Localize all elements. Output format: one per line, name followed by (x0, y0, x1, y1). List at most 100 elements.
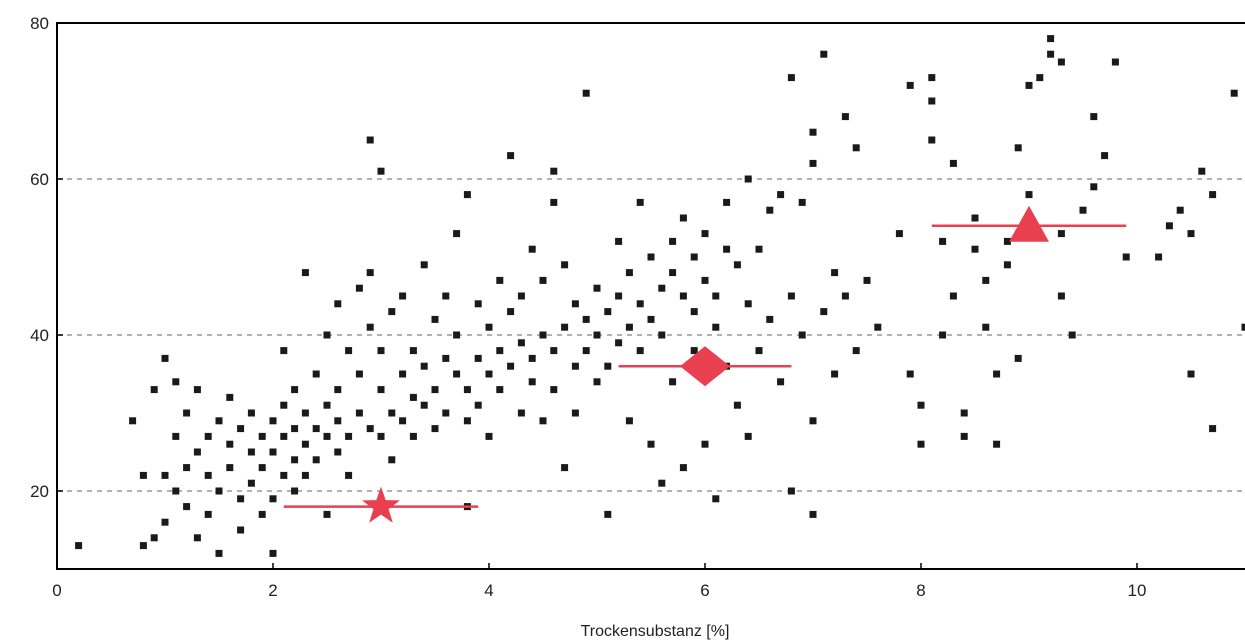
data-point (1079, 206, 1087, 214)
data-point (787, 487, 795, 495)
data-point (388, 308, 396, 316)
data-point (539, 276, 547, 284)
grid-lines (57, 178, 1245, 492)
data-point (636, 198, 644, 206)
data-point (366, 269, 374, 277)
data-point (366, 323, 374, 331)
data-point (161, 518, 169, 526)
data-point (550, 198, 558, 206)
data-point (798, 331, 806, 339)
data-point (420, 362, 428, 370)
data-point (453, 331, 461, 339)
data-point (388, 456, 396, 464)
scatter-points (75, 35, 1245, 557)
data-point (215, 417, 223, 425)
data-point (852, 144, 860, 152)
data-point (809, 128, 817, 136)
data-point (496, 386, 504, 394)
data-point (485, 323, 493, 331)
data-point (204, 510, 212, 518)
data-point (690, 347, 698, 355)
data-point (561, 464, 569, 472)
data-point (183, 503, 191, 511)
data-point (571, 409, 579, 417)
data-point (723, 245, 731, 253)
data-point (1187, 230, 1195, 238)
data-point (453, 370, 461, 378)
data-point (766, 315, 774, 323)
data-point (669, 378, 677, 386)
data-point (625, 417, 633, 425)
x-tick-label: 0 (52, 581, 61, 600)
data-point (453, 230, 461, 238)
data-point (517, 292, 525, 300)
data-point (669, 269, 677, 277)
data-point (269, 417, 277, 425)
data-point (226, 464, 234, 472)
data-point (733, 261, 741, 269)
x-axis-title: Trockensubstanz [%] (581, 623, 730, 640)
data-point (431, 386, 439, 394)
data-point (679, 292, 687, 300)
plot-frame (56, 22, 1245, 570)
data-point (258, 464, 266, 472)
data-point (280, 401, 288, 409)
data-point (831, 370, 839, 378)
data-point (539, 331, 547, 339)
data-point (777, 191, 785, 199)
data-point (1047, 35, 1055, 43)
data-point (312, 456, 320, 464)
data-point (831, 269, 839, 277)
data-point (420, 261, 428, 269)
data-point (1003, 261, 1011, 269)
data-point (345, 347, 353, 355)
data-point (334, 417, 342, 425)
data-point (1057, 58, 1065, 66)
data-point (787, 74, 795, 82)
data-point (550, 386, 558, 394)
data-point (150, 386, 158, 394)
data-point (787, 292, 795, 300)
data-point (1014, 144, 1022, 152)
data-point (463, 191, 471, 199)
data-point (291, 425, 299, 433)
data-point (399, 292, 407, 300)
data-point (247, 409, 255, 417)
data-point (712, 495, 720, 503)
data-point (1014, 354, 1022, 362)
data-point (766, 206, 774, 214)
data-point (1090, 113, 1098, 121)
data-point (1003, 237, 1011, 245)
data-point (701, 276, 709, 284)
data-point (1057, 292, 1065, 300)
data-point (928, 136, 936, 144)
data-point (571, 362, 579, 370)
data-point (647, 315, 655, 323)
data-point (906, 81, 914, 89)
triangle-marker (1009, 205, 1049, 242)
data-point (723, 198, 731, 206)
data-point (139, 542, 147, 550)
data-point (507, 152, 515, 160)
data-point (571, 300, 579, 308)
data-point (183, 464, 191, 472)
data-point (193, 386, 201, 394)
data-point (193, 448, 201, 456)
data-point (1068, 331, 1076, 339)
data-point (1209, 191, 1217, 199)
data-point (604, 510, 612, 518)
data-point (615, 292, 623, 300)
data-point (485, 370, 493, 378)
data-point (798, 198, 806, 206)
data-point (1101, 152, 1109, 160)
data-point (690, 308, 698, 316)
data-point (863, 276, 871, 284)
data-point (982, 276, 990, 284)
data-point (258, 510, 266, 518)
data-point (474, 300, 482, 308)
data-point (366, 136, 374, 144)
data-point (377, 432, 385, 440)
data-point (442, 292, 450, 300)
data-point (323, 331, 331, 339)
data-point (582, 347, 590, 355)
